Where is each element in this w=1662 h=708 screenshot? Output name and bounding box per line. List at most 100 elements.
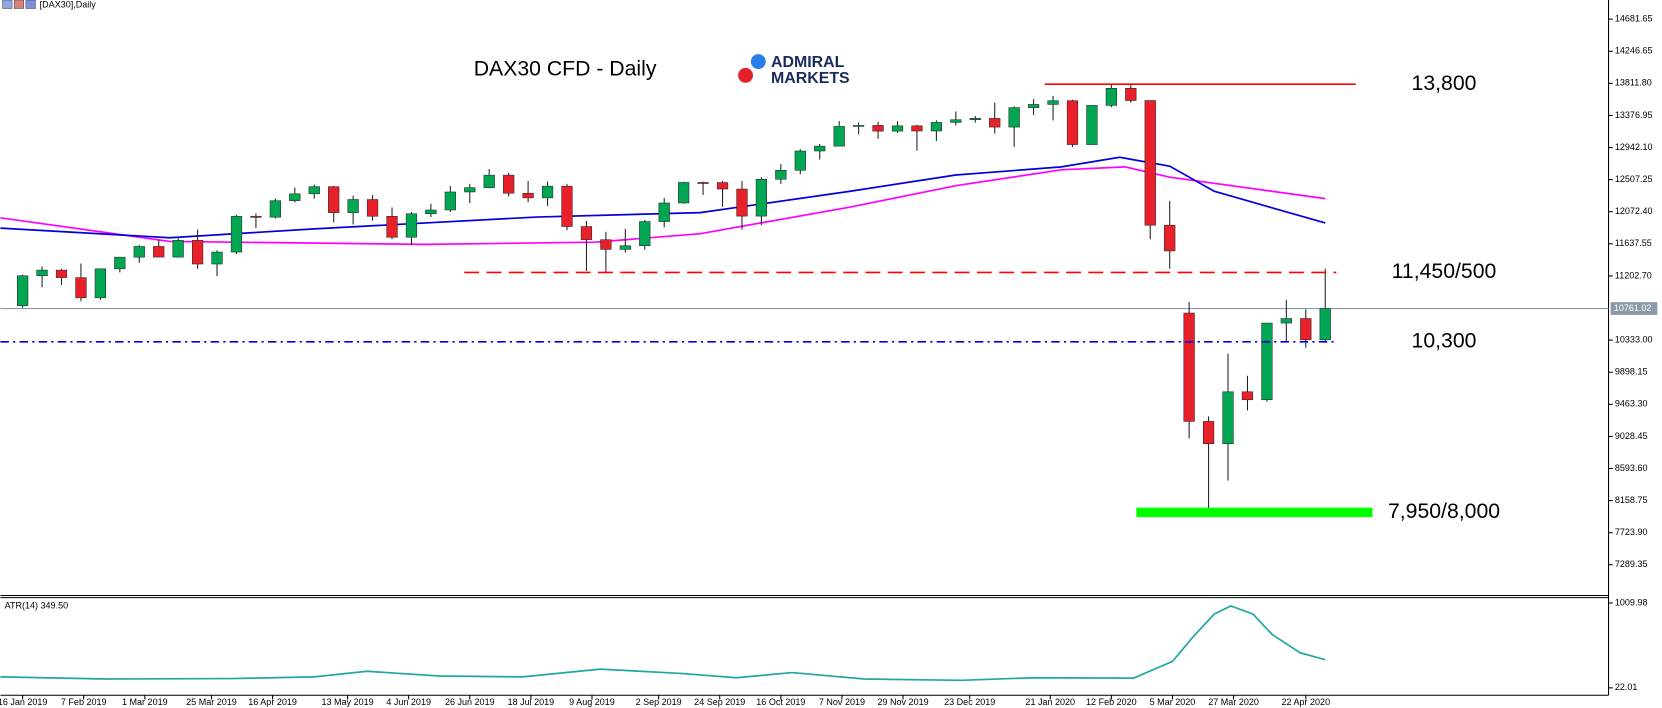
y-tick-label: 7723.90 xyxy=(1615,527,1648,537)
candle-body xyxy=(172,240,184,258)
y-tick-label: 9028.45 xyxy=(1615,431,1648,441)
candle-body xyxy=(619,245,631,250)
candle-body xyxy=(1261,322,1273,401)
toolbar-icon xyxy=(13,0,25,9)
candle-body xyxy=(755,179,768,217)
candle-body xyxy=(678,182,690,204)
x-tick-label: 24 Sep 2019 xyxy=(694,697,745,707)
y-tick-label: 22.01 xyxy=(1615,682,1638,692)
candle-body xyxy=(1027,104,1040,108)
x-tick-label: 4 Jun 2019 xyxy=(386,697,431,707)
x-tick-label: 13 May 2019 xyxy=(322,697,374,707)
candle-body xyxy=(872,125,884,132)
x-tick-label: 2 Sep 2019 xyxy=(636,697,682,707)
x-tick-label: 29 Nov 2019 xyxy=(877,697,928,707)
candle-body xyxy=(94,268,106,299)
candle-body xyxy=(464,187,476,193)
candle-body xyxy=(386,215,398,238)
candle-body xyxy=(950,119,962,123)
x-tick-label: 16 Oct 2019 xyxy=(756,697,805,707)
candle-body xyxy=(1300,318,1312,341)
candle-body xyxy=(658,202,670,222)
x-tick-label: 23 Dec 2019 xyxy=(944,697,995,707)
logo-text: ADMIRAL xyxy=(771,54,845,71)
candle-body xyxy=(75,277,87,299)
logo-text: MARKETS xyxy=(771,70,850,87)
y-tick-label: 9463.30 xyxy=(1615,399,1648,409)
series-line xyxy=(0,166,1326,246)
candle-body xyxy=(736,188,748,217)
candle-body xyxy=(328,186,340,213)
y-tick-label: 13811.80 xyxy=(1615,78,1652,88)
candle-body xyxy=(55,269,68,278)
candle-body xyxy=(503,174,515,194)
candle-body xyxy=(1144,100,1156,226)
candle-body xyxy=(989,118,1001,128)
level-label: 11,450/500 xyxy=(1392,260,1497,283)
candle-body xyxy=(230,216,243,253)
candle-body xyxy=(1222,391,1234,445)
logo-dot xyxy=(750,54,766,69)
candle-body xyxy=(911,125,923,132)
candle-body xyxy=(775,170,787,180)
indicator-label: ATR(14) 349.50 xyxy=(5,600,68,610)
y-tick-label: 8593.60 xyxy=(1615,463,1648,473)
y-tick-label: 12507.25 xyxy=(1615,174,1653,184)
candle-body xyxy=(1280,318,1292,324)
candle-body xyxy=(483,174,495,188)
candle-body xyxy=(833,126,845,147)
candle-body xyxy=(561,185,573,227)
candle-body xyxy=(1008,107,1020,128)
y-tick-label: 12072.40 xyxy=(1615,206,1653,216)
x-tick-label: 16 Jan 2019 xyxy=(0,697,47,707)
symbol-label: [DAX30],Daily xyxy=(40,0,97,10)
level-label: 7,950/8,000 xyxy=(1388,500,1500,523)
x-tick-label: 25 Mar 2019 xyxy=(186,697,237,707)
candle-body xyxy=(36,269,48,277)
candle-body xyxy=(522,192,534,199)
candle-body xyxy=(794,150,806,171)
level-label: 10,300 xyxy=(1412,329,1477,352)
candle-body xyxy=(289,193,301,201)
series-line xyxy=(0,605,1326,682)
candle-body xyxy=(347,199,359,213)
y-tick-label: 8158.75 xyxy=(1615,495,1648,505)
toolbar-icon xyxy=(2,0,13,9)
candle-body xyxy=(853,125,865,127)
x-tick-label: 26 Jun 2019 xyxy=(445,697,495,707)
x-tick-label: 27 Mar 2020 xyxy=(1208,697,1259,707)
candle-body xyxy=(269,200,281,218)
x-tick-label: 22 Apr 2020 xyxy=(1281,697,1330,707)
chart-title: DAX30 CFD - Daily xyxy=(474,58,657,81)
x-tick-label: 9 Aug 2019 xyxy=(569,697,615,707)
candle-body xyxy=(1047,100,1059,105)
candle-body xyxy=(541,185,554,199)
y-tick-label: 11637.55 xyxy=(1615,238,1652,248)
y-tick-label: 12942.10 xyxy=(1615,142,1653,152)
y-tick-label: 7289.35 xyxy=(1615,559,1648,569)
y-tick-label: 13376.95 xyxy=(1615,110,1653,120)
candle-body xyxy=(1086,105,1098,145)
candle-body xyxy=(405,213,418,238)
x-tick-label: 16 Apr 2019 xyxy=(248,697,297,707)
candle-body xyxy=(1125,88,1137,101)
series-line xyxy=(0,156,1326,239)
candle-body xyxy=(425,209,437,215)
candle-body xyxy=(17,275,29,306)
candle-body xyxy=(891,125,904,132)
candle-body xyxy=(1183,312,1195,422)
candle-body xyxy=(444,191,456,211)
candle-body xyxy=(600,239,612,250)
x-tick-label: 7 Nov 2019 xyxy=(819,697,865,707)
level-label: 13,800 xyxy=(1412,72,1477,95)
candle-body xyxy=(814,145,826,152)
candle-body xyxy=(697,182,709,184)
candle-body xyxy=(1202,421,1215,445)
y-tick-label: 9898.15 xyxy=(1615,367,1648,377)
toolbar-icon xyxy=(25,0,36,9)
y-tick-label: 1009.98 xyxy=(1615,597,1648,607)
current-price-label: 10761.02 xyxy=(1614,303,1652,313)
